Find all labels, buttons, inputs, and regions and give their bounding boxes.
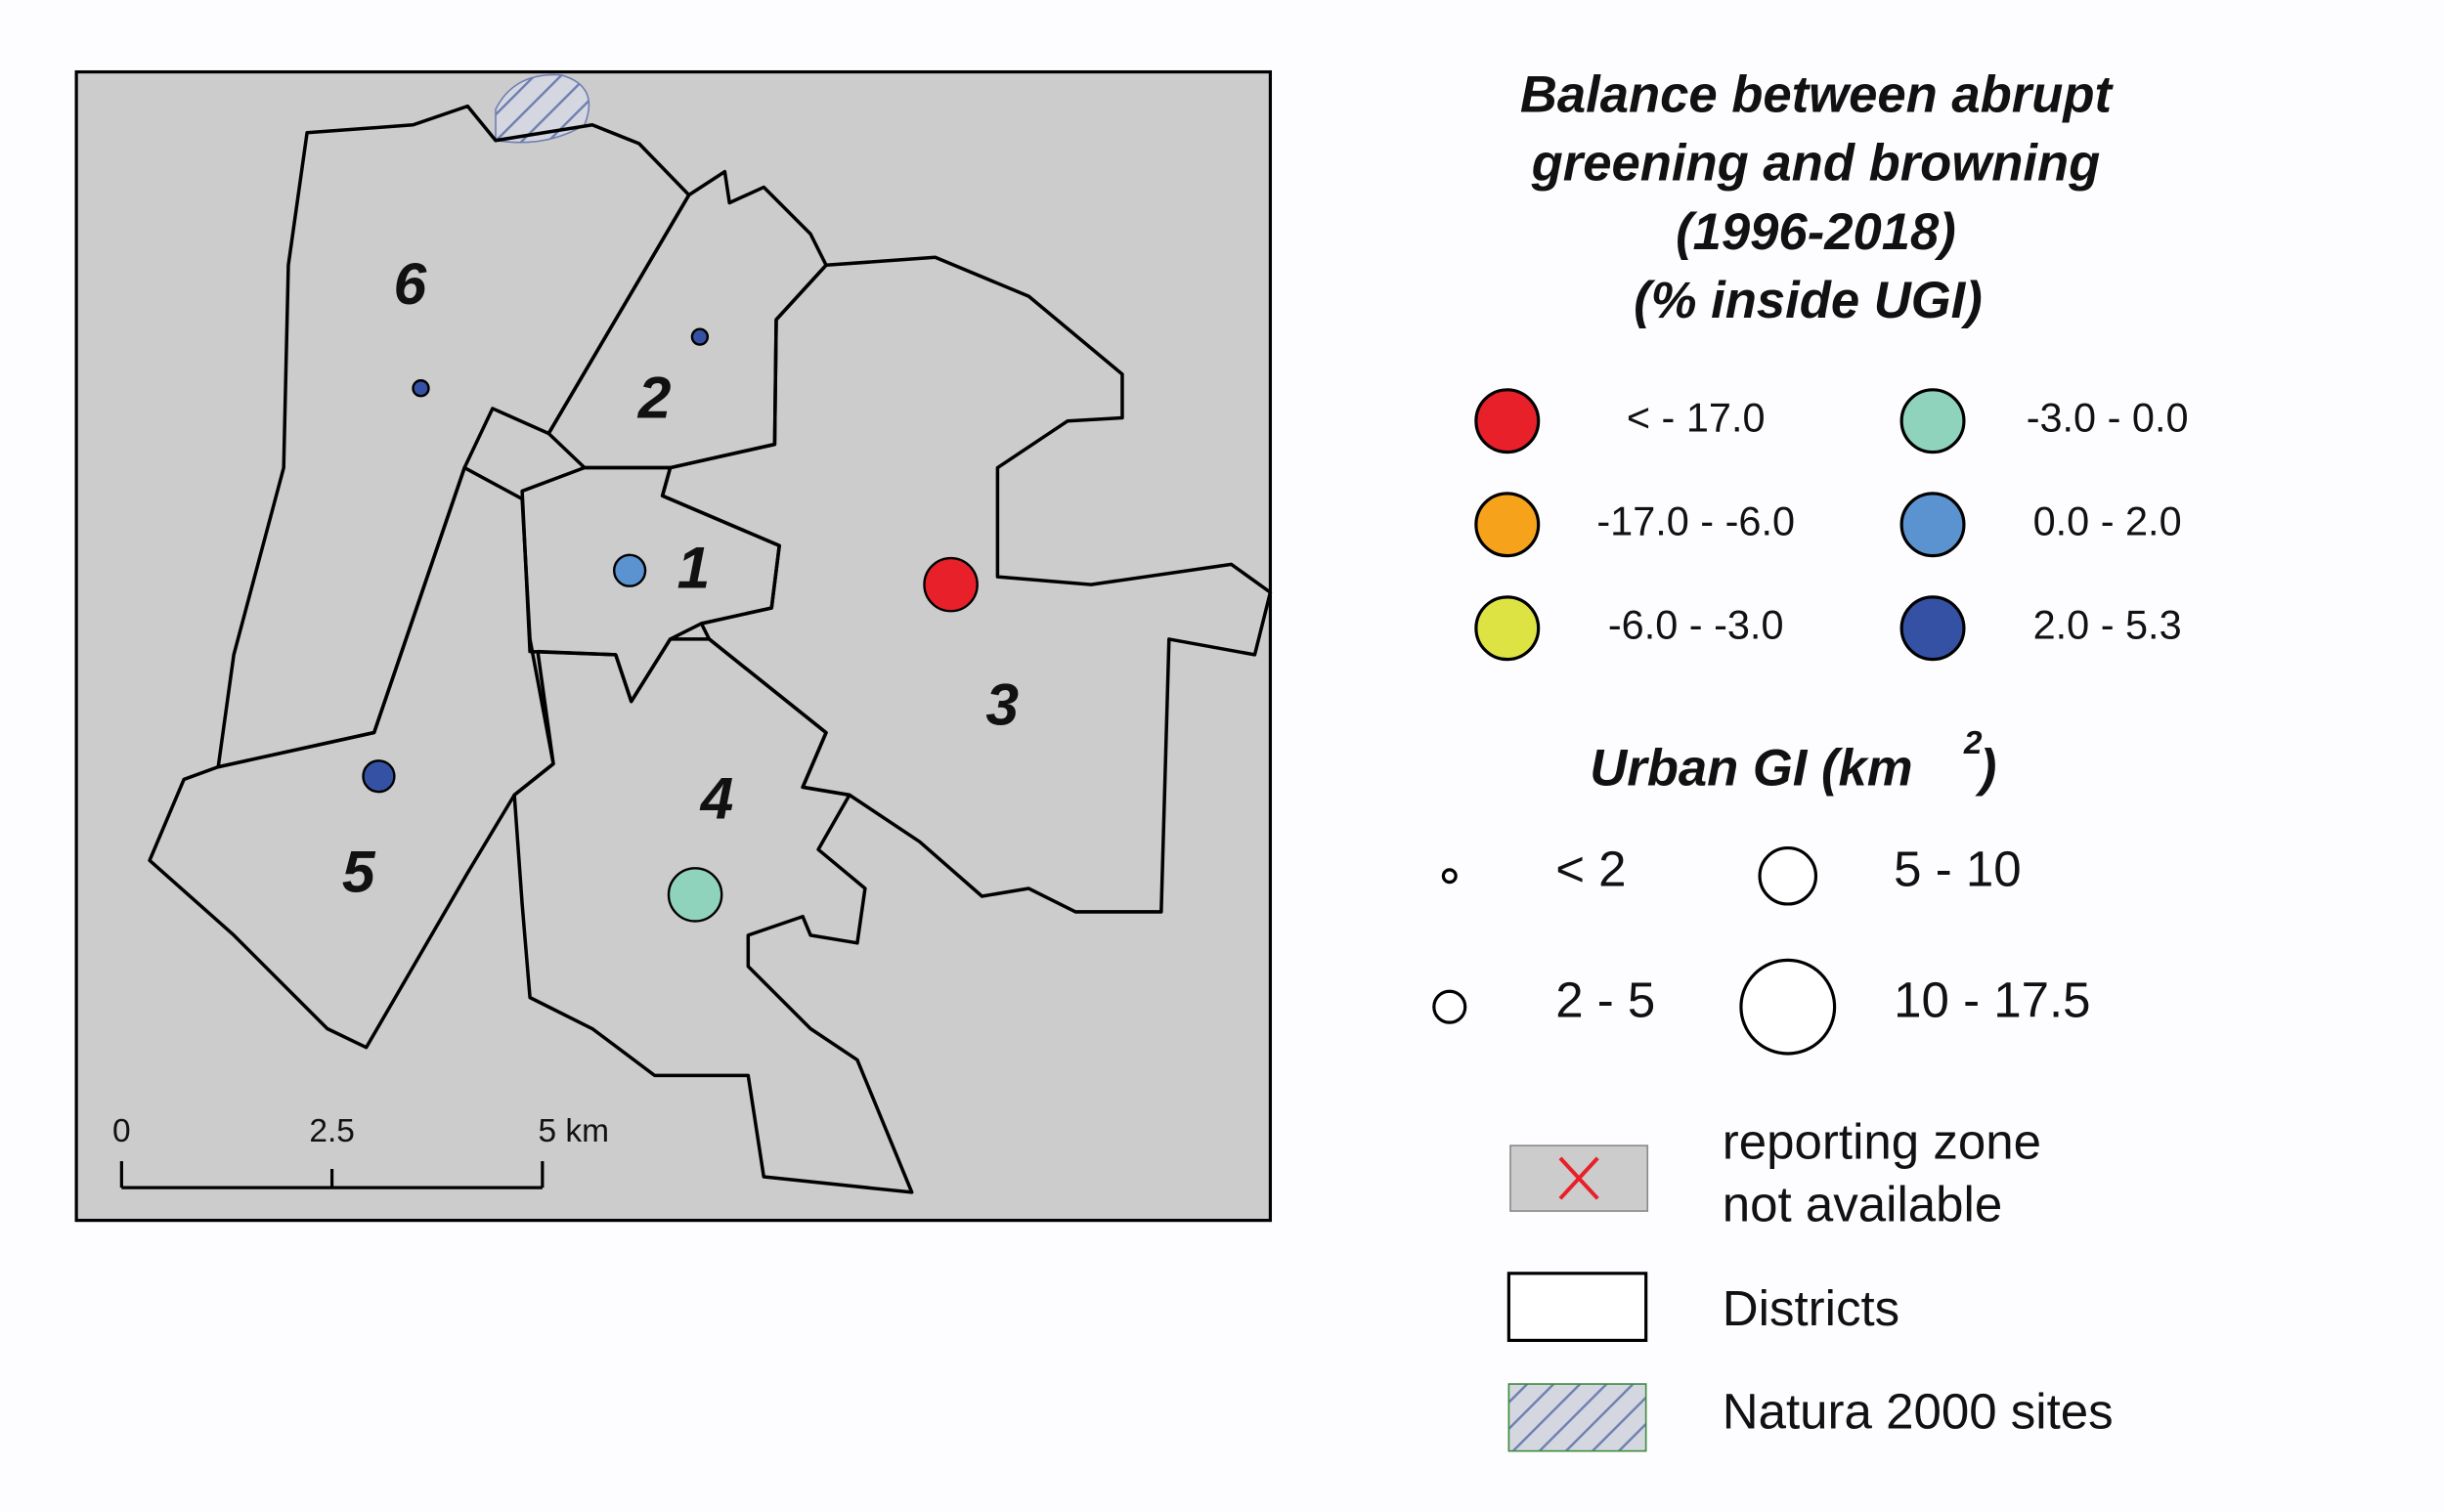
class-swatch <box>1899 492 1966 558</box>
legend-title: Urban GI (km <box>1590 739 1912 797</box>
legend-title: (1996-2018) <box>1676 203 1956 261</box>
scale-label: 2.5 <box>309 1113 355 1149</box>
class-swatch <box>1899 595 1966 662</box>
size-class-label: < 2 <box>1555 842 1626 897</box>
size-class-label: 5 - 10 <box>1894 842 2021 897</box>
balance-legend: < - 17.0 -17.0 - -6.0 -6.0 - -3.0 -3.0 - 0.… <box>1474 388 2189 662</box>
legend-label: not available <box>1723 1176 2002 1231</box>
class-label: -3.0 - 0.0 <box>2027 395 2189 441</box>
size-class-label: 10 - 17.5 <box>1894 972 2090 1027</box>
map-frame <box>74 69 1273 1223</box>
scale-bar <box>119 1161 545 1189</box>
class-label: -6.0 - -3.0 <box>1608 602 1784 648</box>
class-label: -17.0 - -6.0 <box>1596 498 1795 544</box>
not-available-cross <box>1558 1156 1599 1200</box>
districts-swatch <box>1506 1272 1648 1342</box>
class-swatch <box>1474 595 1541 662</box>
class-label: < - 17.0 <box>1627 395 1766 441</box>
natura-swatch <box>1507 1383 1647 1452</box>
scale-label: 0 <box>112 1113 131 1149</box>
legend-title-superscript: 2 <box>1963 725 1983 761</box>
legend-label: reporting zone <box>1723 1114 2041 1170</box>
district-label: 3 <box>985 671 1019 738</box>
size-class-label: 2 - 5 <box>1555 972 1655 1027</box>
district-3 <box>660 255 1273 914</box>
legend-title: ) <box>1975 739 1997 797</box>
ugi-symbol <box>362 759 396 794</box>
ugi-symbol <box>923 556 979 613</box>
legend-title: greening and browning <box>1531 135 2101 193</box>
size-legend-symbols <box>1432 845 1837 1056</box>
ugi-symbol <box>412 379 430 398</box>
class-swatch <box>1899 388 1966 454</box>
scale-label: 5 km <box>538 1113 609 1149</box>
district-label: 4 <box>700 764 734 831</box>
class-label: 2.0 - 5.3 <box>2033 602 2182 648</box>
natura-site <box>495 73 590 144</box>
district-6 <box>216 104 691 769</box>
legend-title: (% inside UGI) <box>1634 272 1983 329</box>
legend-title: Balance between abrupt <box>1520 66 2115 124</box>
ugi-symbol <box>667 867 723 923</box>
ugi-symbol <box>690 327 710 346</box>
district-label: 6 <box>393 250 427 317</box>
ugi-symbol <box>612 553 647 587</box>
districts <box>148 104 1273 1194</box>
legend-label: Districts <box>1723 1280 1899 1336</box>
district-label: 1 <box>677 534 711 600</box>
district-label: 2 <box>637 365 672 431</box>
legend-label: Natura 2000 sites <box>1723 1383 2114 1439</box>
class-label: 0.0 - 2.0 <box>2033 498 2182 544</box>
class-swatch <box>1474 492 1541 558</box>
district-label: 5 <box>342 838 376 904</box>
district-5 <box>148 465 555 1050</box>
class-swatch <box>1474 388 1541 454</box>
map-symbols <box>362 327 979 923</box>
district-4 <box>512 637 914 1194</box>
